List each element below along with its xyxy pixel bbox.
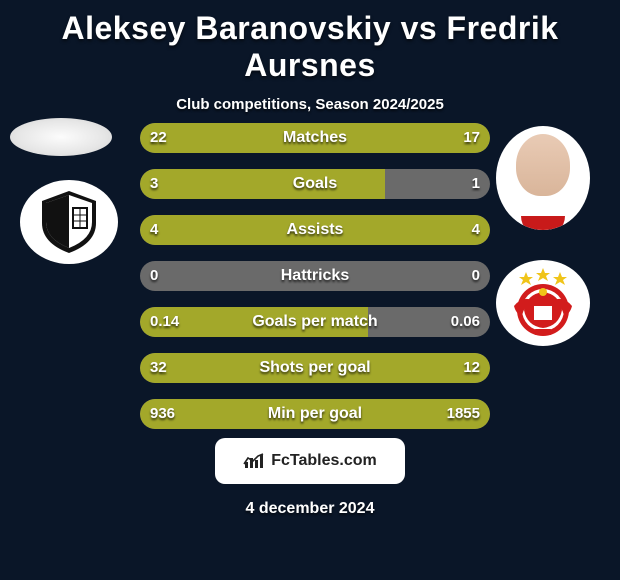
club-left-badge [20,180,118,264]
footer-date: 4 december 2024 [0,500,620,518]
bar-left-fill [140,123,336,153]
stats-bars: 2217Matches31Goals44Assists00Hattricks0.… [140,123,490,445]
stat-right-value: 4 [472,215,480,245]
stat-label: Hattricks [140,261,490,291]
brand-label: FcTables.com [271,452,377,470]
stat-row: 3212Shots per goal [140,353,490,383]
stat-right-value: 1855 [447,399,480,429]
stat-left-value: 0.14 [150,307,179,337]
bar-left-fill [140,353,392,383]
bar-right-fill [315,215,490,245]
stat-left-value: 3 [150,169,158,199]
stat-row: 31Goals [140,169,490,199]
stat-right-value: 1 [472,169,480,199]
stat-right-value: 0.06 [451,307,480,337]
club-right-badge [496,260,590,346]
stat-row: 44Assists [140,215,490,245]
stat-left-value: 32 [150,353,167,383]
stat-left-value: 0 [150,261,158,291]
stat-right-value: 12 [463,353,480,383]
vitoria-logo-icon [34,187,104,257]
bar-left-fill [140,169,385,199]
stat-row: 9361855Min per goal [140,399,490,429]
bar-left-fill [140,215,315,245]
stat-row: 0 0Hattricks [140,261,490,291]
player-left-avatar [10,118,112,156]
page-title: Aleksey Baranovskiy vs Fredrik Aursnes [0,0,620,84]
subtitle: Club competitions, Season 2024/2025 [0,96,620,113]
stat-left-value: 22 [150,123,167,153]
stat-right-value: 0 [472,261,480,291]
stat-left-value: 4 [150,215,158,245]
stat-row: 0.140.06Goals per match [140,307,490,337]
brand-pill[interactable]: FcTables.com [215,438,405,484]
stat-right-value: 17 [463,123,480,153]
brand-chart-icon [243,452,265,470]
benfica-logo-icon [504,266,582,340]
stat-row: 2217Matches [140,123,490,153]
player-right-avatar [496,126,590,230]
stat-left-value: 936 [150,399,175,429]
